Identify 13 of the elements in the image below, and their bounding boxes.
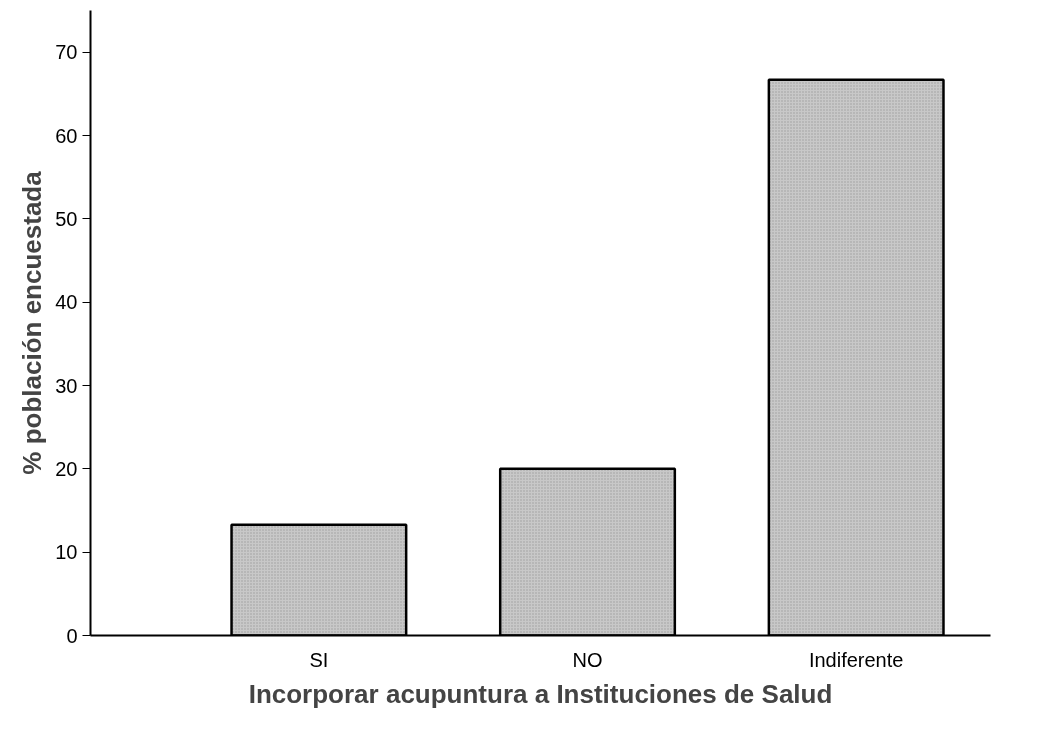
y-tick-label: 60 bbox=[55, 124, 78, 147]
y-tick-label: 0 bbox=[66, 624, 78, 647]
y-tick-label: 20 bbox=[55, 457, 78, 480]
x-tick-label: Indiferente bbox=[808, 648, 904, 671]
x-axis-title: Incorporar acupuntura a Instituciones de Salud bbox=[248, 678, 833, 709]
y-tick-label: 50 bbox=[55, 207, 78, 230]
y-tick-label: 70 bbox=[55, 41, 78, 64]
y-tick-label: 30 bbox=[55, 374, 78, 397]
x-tick-label: SI bbox=[309, 648, 329, 671]
y-axis-title: % población encuestada bbox=[17, 170, 48, 475]
x-tick-label: NO bbox=[572, 648, 603, 671]
y-tick-label: 40 bbox=[55, 291, 78, 314]
y-tick-label: 10 bbox=[55, 541, 78, 564]
